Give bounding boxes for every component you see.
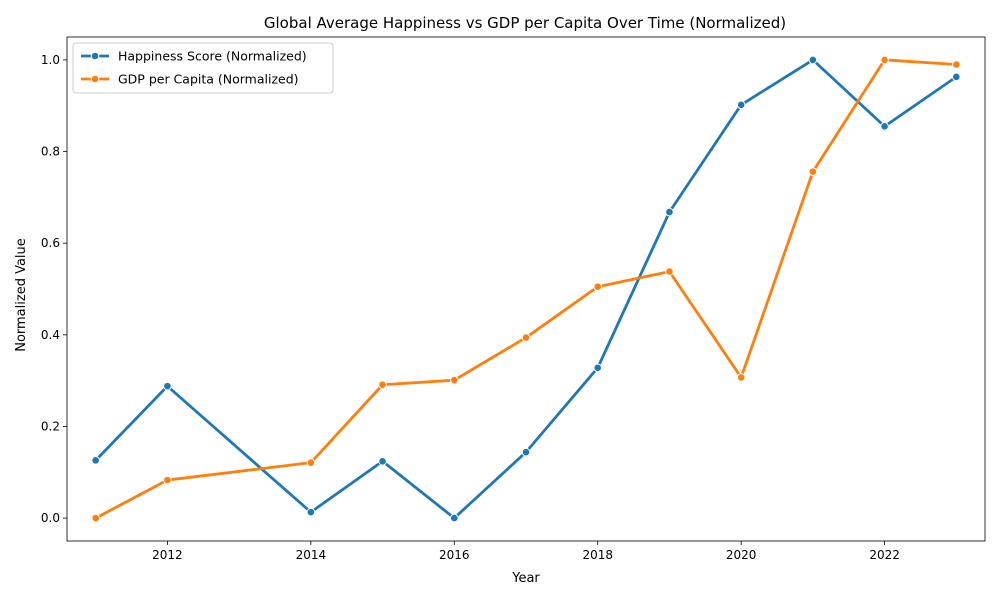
data-point: [808, 167, 818, 177]
series-2: [91, 55, 961, 523]
data-point: [306, 458, 316, 467]
data-point: [378, 380, 387, 390]
x-tick-label: 2022: [869, 548, 900, 562]
data-point: [306, 507, 316, 517]
legend-item: Happiness Score (Normalized): [81, 49, 307, 64]
data-point: [378, 456, 387, 466]
legend-item: GDP per Capita (Normalized): [81, 72, 299, 87]
x-tick-label: 2014: [296, 548, 327, 562]
data-point: [880, 122, 889, 131]
data-point: [665, 207, 674, 217]
y-tick-label: 0.0: [41, 511, 60, 525]
data-point: [952, 72, 961, 82]
legend-marker: [90, 51, 100, 61]
y-tick-label: 1.0: [41, 53, 60, 67]
x-tick-label: 2020: [726, 548, 757, 562]
x-axis: 2012 2014 2016 2018 2020 2022: [152, 541, 900, 562]
data-point: [808, 55, 818, 65]
legend-marker: [90, 74, 100, 84]
y-tick-label: 0.8: [41, 145, 60, 159]
plot-area: [66, 36, 986, 542]
y-axis: 0.0 0.2 0.4 0.6 0.8 1.0: [41, 53, 67, 525]
series-line: [95, 58, 957, 520]
x-axis-label: Year: [511, 571, 540, 586]
data-point: [163, 475, 172, 485]
data-point: [665, 267, 674, 276]
legend-label: Happiness Score (Normalized): [118, 49, 307, 64]
data-point: [521, 447, 531, 457]
legend: Happiness Score (Normalized) GDP per Capi…: [72, 42, 334, 94]
x-tick-label: 2018: [582, 548, 613, 562]
data-point: [952, 60, 961, 69]
data-point: [521, 333, 531, 342]
y-tick-label: 0.6: [41, 236, 60, 250]
chart-title: Global Average Happiness vs GDP per Capi…: [264, 14, 786, 32]
data-point: [449, 513, 459, 523]
data-point: [736, 100, 746, 110]
plot-frame: [66, 36, 986, 542]
series-line: [94, 58, 958, 520]
legend-box: [72, 42, 334, 94]
data-point: [163, 381, 172, 391]
data-point: [593, 282, 603, 292]
legend-label: GDP per Capita (Normalized): [118, 72, 299, 87]
series-1: [91, 55, 961, 523]
y-tick-label: 0.2: [41, 419, 60, 433]
x-tick-label: 2016: [439, 548, 470, 562]
x-tick-label: 2012: [152, 548, 183, 562]
series-layer: [91, 55, 961, 523]
data-point: [880, 55, 889, 65]
data-point: [736, 373, 746, 382]
data-point: [91, 513, 100, 523]
data-point: [449, 375, 459, 385]
y-axis-label: Normalized Value: [14, 238, 29, 352]
data-point: [593, 363, 603, 373]
data-point: [91, 456, 100, 465]
y-tick-label: 0.4: [41, 328, 60, 342]
